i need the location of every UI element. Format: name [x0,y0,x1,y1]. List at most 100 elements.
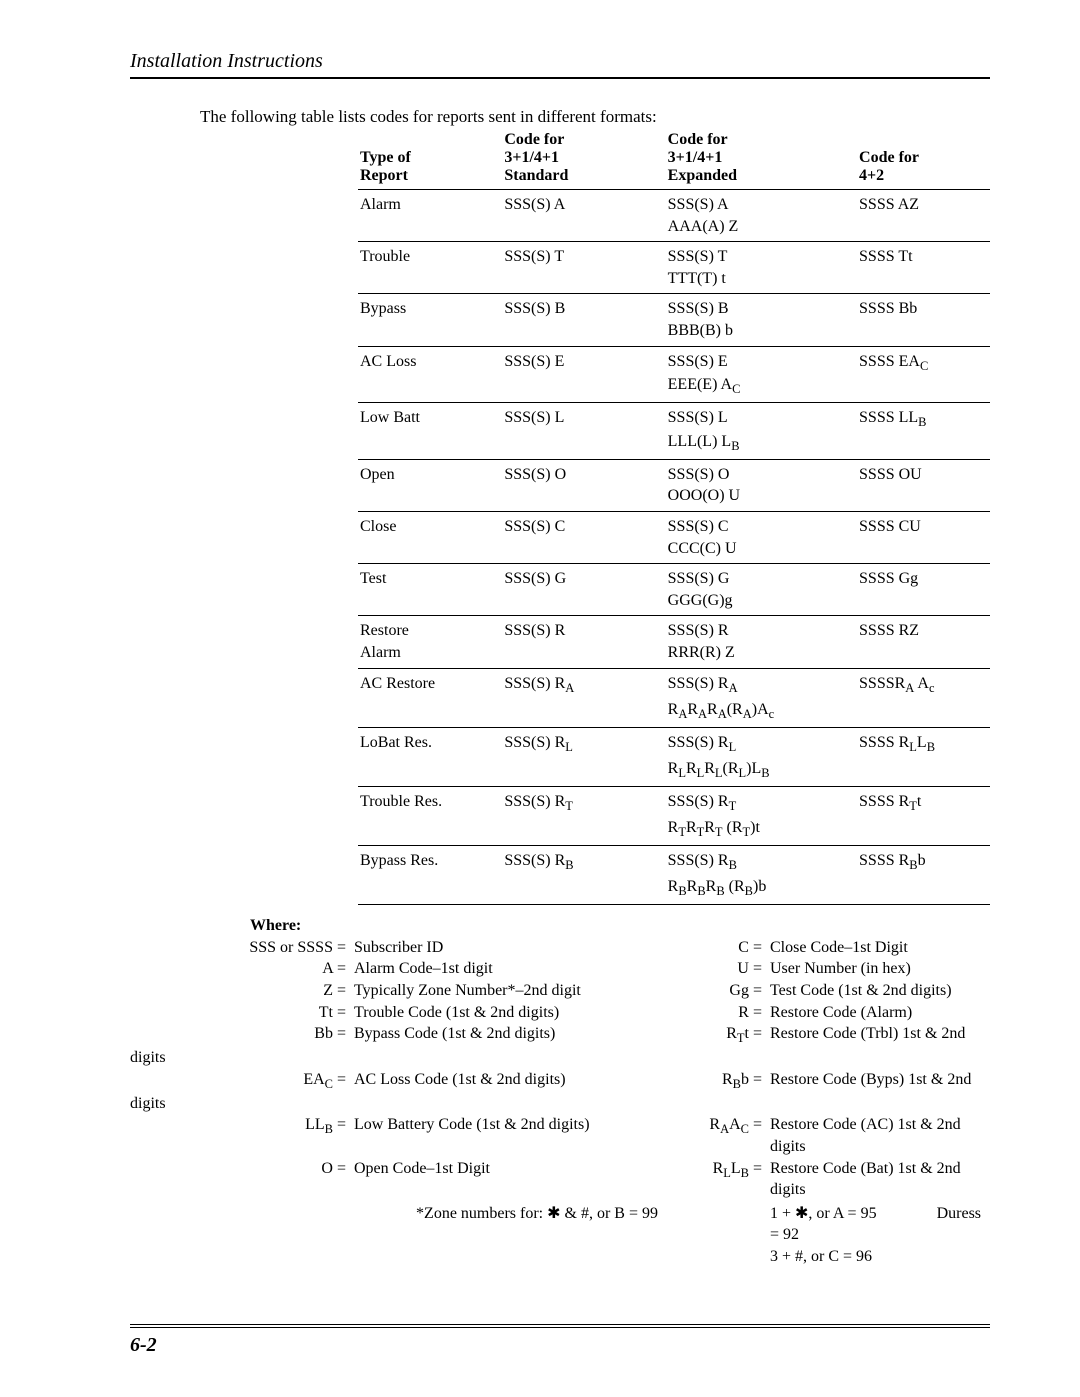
table-cell-exp: SSS(S) CCCC(C) U [666,512,857,564]
legend-key: RAAC = [678,1114,766,1157]
table-cell-std: SSS(S) RB [502,845,665,904]
table-cell-type: Bypass Res. [358,845,502,904]
table-cell-exp: SSS(S) BBBB(B) b [666,294,857,346]
page-footer: 6-2 [130,1324,990,1357]
table-cell-std: SSS(S) E [502,346,665,403]
table-cell-exp: SSS(S) RLRLRLRL(RL)LB [666,727,857,786]
legend-val: Typically Zone Number*–2nd digit [350,980,678,1002]
legend-val: Restore Code (Alarm) [766,1002,990,1024]
table-cell-exp: SSS(S) EEEE(E) AC [666,346,857,403]
page-header: Installation Instructions [130,50,990,79]
table-cell-std: SSS(S) RT [502,786,665,845]
table-cell-42: SSSS RLLB [857,727,990,786]
legend-val: Test Code (1st & 2nd digits) [766,980,990,1002]
legend-table: SSS or SSSS =Subscriber IDC =Close Code–… [130,937,990,1268]
table-cell-42: SSSS Bb [857,294,990,346]
table-cell-42: SSSS RZ [857,616,990,668]
legend-val: Close Code–1st Digit [766,937,990,959]
table-cell-42: SSSSRA Ac [857,668,990,727]
table-cell-type: Low Batt [358,403,502,460]
legend-val: Restore Code (Bat) 1st & 2nd digits [766,1158,990,1201]
table-cell-std: SSS(S) L [502,403,665,460]
legend-val: Bypass Code (1st & 2nd digits) [350,1023,678,1047]
table-cell-type: AC Loss [358,346,502,403]
th-exp-l2: 3+1/4+1 [668,149,723,166]
legend-val: Restore Code (AC) 1st & 2nd digits [766,1114,990,1157]
legend-val: Subscriber ID [350,937,678,959]
table-cell-exp: SSS(S) RARARARA(RA)Ac [666,668,857,727]
legend-val: Alarm Code–1st digit [350,958,678,980]
table-cell-exp: SSS(S) GGGG(G)g [666,564,857,616]
legend-key: Gg = [678,980,766,1002]
table-cell-42: SSSS Gg [857,564,990,616]
table-cell-type: Test [358,564,502,616]
table-cell-type: LoBat Res. [358,727,502,786]
table-cell-type: Bypass [358,294,502,346]
legend-key: C = [678,937,766,959]
table-cell-exp: SSS(S) RBRBRBRB (RB)b [666,845,857,904]
table-cell-std: SSS(S) A [502,190,665,242]
th-exp-l1: Code for [668,131,728,148]
table-cell-std: SSS(S) RA [502,668,665,727]
table-cell-type: Alarm [358,190,502,242]
table-cell-type: Open [358,459,502,511]
th-42-l2: 4+2 [859,167,884,184]
table-cell-exp: SSS(S) AAAA(A) Z [666,190,857,242]
th-std-l3: Standard [504,167,568,184]
where-block: Where: SSS or SSSS =Subscriber IDC =Clos… [130,917,990,1268]
table-cell-std: SSS(S) R [502,616,665,668]
th-42-l1: Code for [859,149,919,166]
th-exp-l3: Expanded [668,167,737,184]
legend-key: LLB = [130,1114,350,1157]
table-cell-std: SSS(S) G [502,564,665,616]
table-cell-type: Trouble Res. [358,786,502,845]
th-std-l1: Code for [504,131,564,148]
table-cell-exp: SSS(S) OOOO(O) U [666,459,857,511]
table-cell-exp: SSS(S) LLLL(L) LB [666,403,857,460]
legend-val: User Number (in hex) [766,958,990,980]
table-cell-42: SSSS EAC [857,346,990,403]
zone-note-right: 1 + ✱, or A = 95Duress = 923 + #, or C =… [766,1201,990,1268]
table-cell-type: RestoreAlarm [358,616,502,668]
table-cell-exp: SSS(S) TTTT(T) t [666,242,857,294]
legend-val: Restore Code (Byps) 1st & 2nd [766,1069,990,1093]
table-cell-42: SSSS AZ [857,190,990,242]
legend-val: Restore Code (Trbl) 1st & 2nd [766,1023,990,1047]
legend-val: AC Loss Code (1st & 2nd digits) [350,1069,678,1093]
table-cell-42: SSSS RTt [857,786,990,845]
th-std-l2: 3+1/4+1 [504,149,559,166]
table-cell-42: SSSS RBb [857,845,990,904]
legend-overflow: digits [130,1093,990,1115]
table-cell-type: Trouble [358,242,502,294]
table-cell-std: SSS(S) C [502,512,665,564]
table-cell-std: SSS(S) T [502,242,665,294]
zone-note-left: *Zone numbers for: ✱ & #, or B = 99 [350,1201,678,1268]
table-cell-std: SSS(S) RL [502,727,665,786]
legend-val: Open Code–1st Digit [350,1158,678,1201]
table-cell-42: SSSS OU [857,459,990,511]
table-cell-42: SSSS CU [857,512,990,564]
table-cell-exp: SSS(S) RRRR(R) Z [666,616,857,668]
where-heading: Where: [250,917,990,935]
table-cell-type: AC Restore [358,668,502,727]
legend-key: Bb = [130,1023,350,1047]
legend-overflow: digits [130,1047,990,1069]
table-cell-type: Close [358,512,502,564]
th-type-l1: Type of [360,149,411,166]
codes-table: Type of Report Code for 3+1/4+1 Standard… [358,129,990,905]
table-cell-42: SSSS LLB [857,403,990,460]
table-cell-exp: SSS(S) RTRTRTRT (RT)t [666,786,857,845]
legend-key: Tt = [130,1002,350,1024]
legend-key: Z = [130,980,350,1002]
th-type-l2: Report [360,167,408,184]
legend-val: Trouble Code (1st & 2nd digits) [350,1002,678,1024]
intro-text: The following table lists codes for repo… [200,107,990,127]
legend-key: O = [130,1158,350,1201]
legend-key: EAC = [130,1069,350,1093]
legend-val: Low Battery Code (1st & 2nd digits) [350,1114,678,1157]
legend-key: R = [678,1002,766,1024]
legend-key: RLLB = [678,1158,766,1201]
legend-key: U = [678,958,766,980]
legend-key: SSS or SSSS = [130,937,350,959]
legend-key: RTt = [678,1023,766,1047]
